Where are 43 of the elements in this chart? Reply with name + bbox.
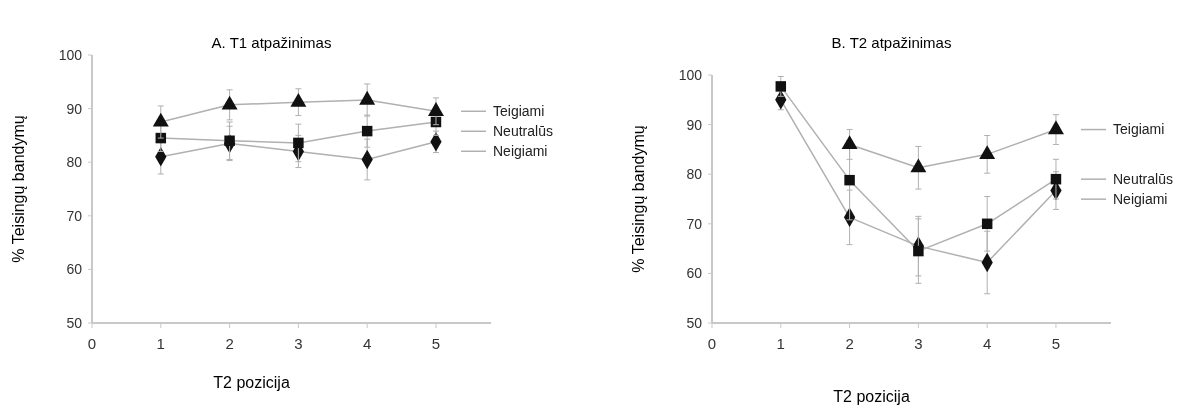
x-tick-label: 5 [1051, 335, 1061, 352]
point [844, 174, 855, 186]
y-axis-title: % Teisingų bandymų [630, 125, 647, 273]
x-tick-label: 3 [294, 335, 303, 352]
legend-label: Neigiami [1113, 191, 1168, 208]
legend-label: Neigiami [493, 143, 548, 160]
x-axis-title: T2 pozicija [213, 374, 290, 391]
y-tick-label: 100 [58, 46, 83, 63]
x-tick-label: 5 [431, 335, 441, 352]
y-tick-label: 100 [678, 66, 703, 83]
y-axis-title: % Teisingų bandymų [10, 115, 27, 263]
x-axis-title: T2 pozicija [833, 388, 910, 405]
legend-label: Neutralūs [1113, 171, 1173, 188]
y-tick-label: 70 [686, 215, 703, 232]
x-tick-label: 1 [776, 335, 785, 352]
x-tick-label: 0 [707, 335, 717, 352]
point [775, 81, 787, 92]
y-tick-label: 90 [66, 100, 83, 117]
legend-label: Teigiami [493, 103, 545, 120]
x-tick-label: 2 [225, 335, 234, 352]
chart-title: A. T1 atpažinimas [211, 34, 332, 51]
y-tick-label: 60 [66, 261, 83, 278]
y-tick-label: 70 [66, 207, 83, 224]
x-tick-label: 4 [983, 335, 992, 352]
x-tick-label: 2 [845, 335, 854, 352]
legend-label: Neutralūs [493, 123, 553, 140]
y-tick-label: 60 [686, 265, 703, 282]
x-tick-label: 3 [914, 335, 923, 352]
y-tick-label: 50 [686, 314, 703, 331]
point [913, 245, 924, 257]
y-tick-label: 80 [686, 166, 703, 183]
y-tick-label: 90 [686, 116, 703, 133]
point [979, 145, 996, 159]
point [910, 158, 927, 173]
x-tick-label: 1 [156, 335, 165, 352]
x-tick-label: 0 [87, 335, 97, 352]
legend-label: Teigiami [1113, 121, 1165, 138]
point [1048, 120, 1064, 135]
point [841, 135, 858, 150]
x-tick-label: 4 [363, 335, 372, 352]
y-tick-label: 50 [66, 314, 83, 331]
y-tick-label: 80 [66, 154, 83, 171]
chart-title: B. T2 atpažinimas [831, 34, 952, 51]
